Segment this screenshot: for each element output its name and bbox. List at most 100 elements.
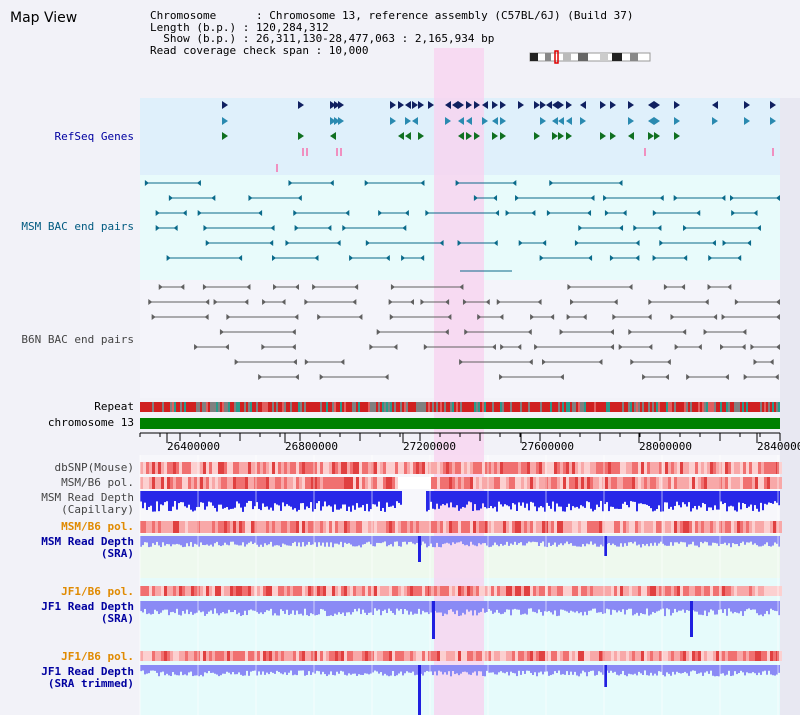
msm-depth-cap-624 [624, 491, 626, 502]
msm-pol1-heat-374 [374, 477, 377, 489]
jf1-depth-trim-228 [228, 665, 230, 673]
repeat-seg-326 [326, 402, 328, 412]
track-label-msm-b6-pol-1[interactable]: MSM/B6 pol. [61, 476, 134, 489]
msm-pol1-heat-557 [557, 477, 560, 489]
track-label-jf1-b6-pol-1[interactable]: JF1/B6 pol. [61, 585, 134, 598]
dbsnp-heat-224 [224, 462, 227, 474]
repeat-seg-648 [648, 402, 650, 412]
msm-depth-sra-256 [256, 536, 258, 545]
track-label-dbsnp[interactable]: dbSNP(Mouse) [54, 461, 134, 474]
jf1-pol2-heat-698 [698, 651, 701, 661]
repeat-seg-364 [364, 402, 366, 412]
jf1-depth-sra-394 [394, 601, 396, 615]
msm-depth-cap-774 [774, 491, 776, 502]
msm-pol2-heat-176 [176, 521, 179, 533]
repeat-seg-766 [766, 402, 768, 412]
repeat-seg-232 [232, 402, 234, 412]
msm-depth-sra-580 [580, 536, 582, 547]
jf1-depth-trim-334 [334, 665, 336, 676]
jf1-depth-sra-476 [476, 601, 478, 616]
msm-depth-sra-306 [306, 536, 308, 545]
jf1-pol1-heat-332 [332, 586, 335, 596]
jf1-depth-sra-754 [754, 601, 756, 610]
jf1-pol1-heat-617 [617, 586, 620, 596]
jf1-depth-trim-570 [570, 665, 572, 672]
msm-depth-cap-168 [168, 491, 170, 511]
msm-pol2-heat-503 [503, 521, 506, 533]
track-label-chromosome[interactable]: chromosome 13 [47, 416, 134, 429]
repeat-seg-714 [714, 402, 716, 412]
msm-depth-cap-524 [524, 491, 526, 508]
track-label-repeat[interactable]: Repeat [94, 400, 134, 413]
msm-depth-sra-158 [158, 536, 160, 546]
msm-depth-cap-544 [544, 491, 546, 512]
msm-depth-cap-340 [340, 491, 342, 509]
jf1-depth-trim-278 [278, 665, 280, 672]
jf1-depth-trim-244 [244, 665, 246, 676]
msm-depth-cap-328 [328, 491, 330, 506]
jf1-pol2-heat-299 [299, 651, 302, 661]
jf1-pol1-heat-767 [767, 586, 770, 596]
repeat-seg-334 [334, 402, 336, 412]
repeat-seg-482 [482, 402, 484, 412]
track-label-msm-b6-pol-2[interactable]: MSM/B6 pol. [61, 520, 134, 533]
dbsnp-heat-140 [140, 462, 143, 474]
msm-depth-cap-186 [186, 491, 188, 508]
jf1-depth-trim-472 [472, 665, 474, 673]
refseq-gene-0-11 [445, 101, 451, 109]
msm-pol1-heat-500 [500, 477, 503, 489]
jf1-depth-sra-188 [188, 601, 190, 615]
jf1-pol1-heat-704 [704, 586, 707, 596]
repeat-seg-584 [584, 402, 586, 412]
refseq-gene-0-7 [405, 101, 411, 109]
repeat-seg-522 [522, 402, 524, 412]
jf1-pol2-heat-332 [332, 651, 335, 661]
msm-depth-sra-182 [182, 536, 184, 548]
msm-depth-cap-744 [744, 491, 746, 505]
msm-depth-cap-172 [172, 491, 174, 507]
msm-depth-sra-222 [222, 536, 224, 546]
jf1-pol1-heat-566 [566, 586, 569, 596]
dbsnp-heat-266 [266, 462, 269, 474]
jf1-pol1-heat-581 [581, 586, 584, 596]
msm-bac-end-a-3-3 [342, 225, 347, 231]
jf1-pol2-heat-347 [347, 651, 350, 661]
track-label-jf1-depth-sra[interactable]: JF1 Read Depth (SRA) [41, 600, 134, 625]
track-label-msm-depth-sra[interactable]: MSM Read Depth (SRA) [41, 535, 134, 560]
msm-depth-sra-706 [706, 536, 708, 543]
jf1-depth-trim-230 [230, 665, 232, 675]
jf1-pol1-heat-779 [779, 586, 782, 596]
track-label-jf1-depth-trimmed[interactable]: JF1 Read Depth (SRA trimmed) [41, 665, 134, 690]
repeat-seg-618 [618, 402, 620, 412]
jf1-pol1-heat-572 [572, 586, 575, 596]
track-label-b6n-bac[interactable]: B6N BAC end pairs [21, 333, 134, 346]
jf1-depth-sra-234 [234, 601, 236, 611]
jf1-depth-trim-372 [372, 665, 374, 673]
repeat-seg-426 [426, 402, 428, 412]
msm-depth-cap-374 [374, 491, 376, 505]
msm-depth-sra-714 [714, 536, 716, 543]
jf1-depth-sra-602 [602, 601, 604, 614]
track-label-msm-bac[interactable]: MSM BAC end pairs [21, 220, 134, 233]
msm-pol1-heat-422 [422, 477, 425, 489]
b6n-bac-end-a-1-0 [148, 299, 153, 305]
repeat-seg-590 [590, 402, 592, 412]
dbsnp-heat-650 [650, 462, 653, 474]
jf1-pol1-heat-239 [239, 586, 242, 596]
msm-depth-sra-164 [164, 536, 166, 546]
jf1-depth-sra-314 [314, 601, 316, 616]
jf1-depth-sra-198 [198, 601, 200, 611]
repeat-seg-350 [350, 402, 352, 412]
jf1-depth-sra-242 [242, 601, 244, 616]
jf1-depth-sra-772 [772, 601, 774, 611]
jf1-depth-trim-486 [486, 665, 488, 671]
track-label-refseq-genes[interactable]: RefSeq Genes [54, 130, 134, 143]
jf1-depth-trim-560 [560, 665, 562, 675]
jf1-pol2-heat-764 [764, 651, 767, 661]
track-label-msm-depth-capillary[interactable]: MSM Read Depth (Capillary) [41, 491, 134, 516]
track-label-jf1-b6-pol-2[interactable]: JF1/B6 pol. [61, 650, 134, 663]
repeat-seg-328 [328, 402, 330, 412]
repeat-seg-294 [294, 402, 296, 412]
repeat-seg-538 [538, 402, 540, 412]
